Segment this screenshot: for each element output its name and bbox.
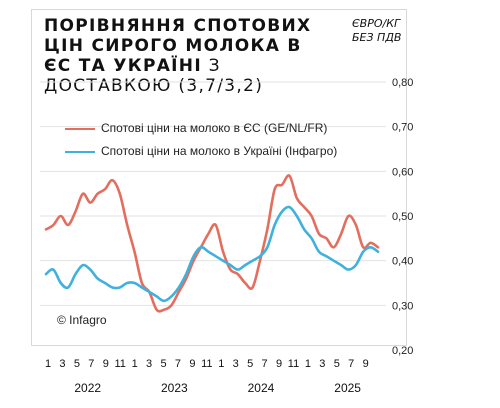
x-tick-label: 3 — [59, 358, 65, 370]
x-tick-label: 7 — [348, 358, 354, 370]
x-tick-label: 5 — [334, 358, 340, 370]
y-tick-label: 0,80 — [392, 77, 413, 89]
x-tick-label: 5 — [160, 358, 166, 370]
y-tick-label: 0,70 — [392, 122, 413, 134]
unit-label: ЄВРО/КГ БЕЗ ПДВ — [352, 17, 412, 45]
series-line-eu — [44, 174, 380, 313]
y-tick-label: 0,30 — [392, 300, 413, 312]
x-tick-label: 1 — [45, 358, 51, 370]
x-tick-label: 7 — [175, 358, 181, 370]
year-label: 2023 — [161, 381, 188, 395]
unit-label-line1: ЄВРО/КГ — [352, 17, 401, 30]
x-tick-label: 3 — [233, 358, 239, 370]
legend-swatch-ua — [65, 150, 95, 153]
x-tick-label: 11 — [114, 358, 125, 370]
y-tick-label: 0,60 — [392, 166, 413, 178]
unit-label-line2: БЕЗ ПДВ — [352, 31, 402, 44]
x-tick-label: 11 — [201, 358, 212, 370]
x-tick-label: 9 — [103, 358, 109, 370]
x-tick-label: 7 — [88, 358, 94, 370]
x-tick-label: 7 — [262, 358, 268, 370]
x-tick-label: 1 — [305, 358, 311, 370]
legend-label-ua: Спотові ціни на молоко в Україні (Інфагр… — [101, 144, 338, 158]
year-label: 2024 — [248, 381, 275, 395]
chart-frame — [31, 9, 407, 346]
x-tick-label: 3 — [146, 358, 152, 370]
x-tick-label: 11 — [288, 358, 299, 370]
chart-title-main: ПОРІВНЯННЯ СПОТОВИХ ЦІН СИРОГО МОЛОКА В … — [44, 16, 312, 76]
x-tick-label: 5 — [247, 358, 253, 370]
x-tick-label: 1 — [132, 358, 138, 370]
x-tick-label: 9 — [276, 358, 282, 370]
x-tick-label: 1 — [218, 358, 224, 370]
chart-title: ПОРІВНЯННЯ СПОТОВИХ ЦІН СИРОГО МОЛОКА В … — [44, 16, 334, 96]
x-tick-label: 9 — [363, 358, 369, 370]
x-tick-label: 9 — [189, 358, 195, 370]
legend-swatch-eu — [65, 127, 95, 130]
copyright-text: © Infagro — [57, 313, 107, 327]
chart-title-suffix: З ДОСТАВКОЮ (3,7/3,2) — [44, 56, 264, 96]
year-label: 2022 — [74, 381, 101, 395]
legend-item-ua: Спотові ціни на молоко в Україні (Інфагр… — [65, 140, 337, 163]
x-tick-label: 5 — [74, 358, 80, 370]
series-line-ua — [44, 205, 380, 303]
legend-label-eu: Спотові ціни на молоко в ЄС (GE/NL/FR) — [101, 121, 328, 135]
y-tick-label: 0,50 — [392, 211, 413, 223]
year-label: 2025 — [334, 381, 361, 395]
x-tick-label: 3 — [319, 358, 325, 370]
legend-item-eu: Спотові ціни на молоко в ЄС (GE/NL/FR) — [65, 117, 337, 140]
chart-legend: Спотові ціни на молоко в ЄС (GE/NL/FR) С… — [65, 117, 337, 163]
y-tick-label: 0,40 — [392, 256, 413, 268]
y-tick-label: 0,20 — [392, 345, 413, 357]
